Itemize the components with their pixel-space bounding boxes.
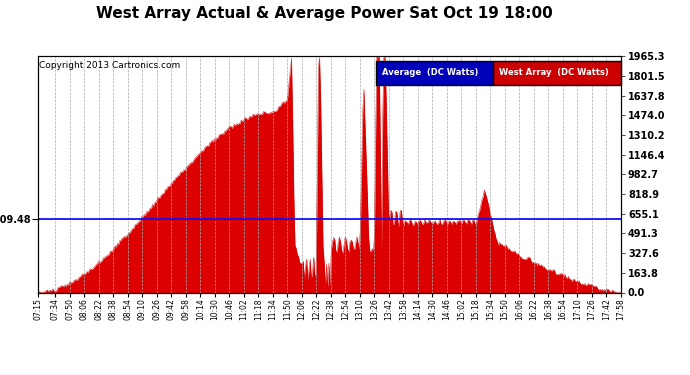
FancyBboxPatch shape [493, 61, 621, 85]
FancyBboxPatch shape [376, 61, 493, 85]
Text: West Array Actual & Average Power Sat Oct 19 18:00: West Array Actual & Average Power Sat Oc… [96, 6, 553, 21]
Text: Average  (DC Watts): Average (DC Watts) [382, 68, 478, 77]
Text: Copyright 2013 Cartronics.com: Copyright 2013 Cartronics.com [39, 61, 180, 70]
Text: West Array  (DC Watts): West Array (DC Watts) [499, 68, 609, 77]
